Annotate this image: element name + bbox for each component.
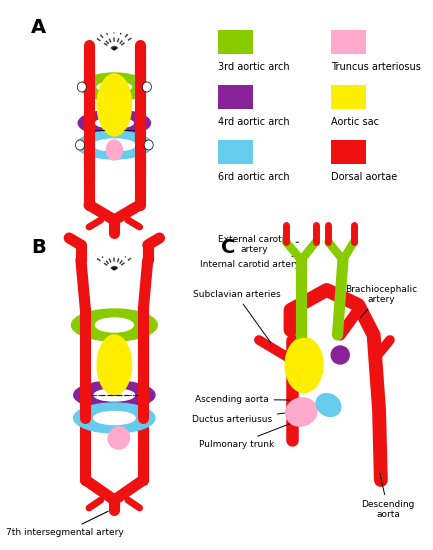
Text: Aortic sac: Aortic sac <box>331 117 379 127</box>
Circle shape <box>78 82 86 92</box>
FancyBboxPatch shape <box>218 140 252 164</box>
Ellipse shape <box>81 73 148 101</box>
Ellipse shape <box>331 346 349 364</box>
Text: Truncus arteriosus: Truncus arteriosus <box>331 62 421 72</box>
Text: Subclavian arteries: Subclavian arteries <box>193 290 280 343</box>
Text: C: C <box>221 238 235 257</box>
Text: 6rd aortic arch: 6rd aortic arch <box>218 172 290 182</box>
Text: External carotid
artery: External carotid artery <box>218 235 299 255</box>
Text: Ductus arteriusus: Ductus arteriusus <box>192 408 324 424</box>
FancyBboxPatch shape <box>218 85 252 109</box>
Ellipse shape <box>95 118 133 128</box>
Ellipse shape <box>95 318 133 332</box>
FancyBboxPatch shape <box>331 140 365 164</box>
Ellipse shape <box>76 131 152 159</box>
FancyBboxPatch shape <box>331 30 365 54</box>
Text: Internal carotid artery: Internal carotid artery <box>200 256 300 269</box>
Ellipse shape <box>286 338 322 392</box>
Text: Descending
aorta: Descending aorta <box>362 472 415 519</box>
Text: Ascending aorta: Ascending aorta <box>195 395 290 404</box>
Ellipse shape <box>285 338 323 393</box>
Circle shape <box>144 140 153 150</box>
Ellipse shape <box>98 336 131 394</box>
Circle shape <box>142 82 152 92</box>
Ellipse shape <box>94 411 135 425</box>
Ellipse shape <box>107 141 122 159</box>
Text: 4rd aortic arch: 4rd aortic arch <box>218 117 290 127</box>
Ellipse shape <box>94 139 135 151</box>
Text: 3rd aortic arch: 3rd aortic arch <box>218 62 290 72</box>
Ellipse shape <box>287 399 316 425</box>
Ellipse shape <box>108 427 129 449</box>
Text: B: B <box>31 238 46 257</box>
Ellipse shape <box>106 140 123 160</box>
Ellipse shape <box>98 75 131 135</box>
Ellipse shape <box>94 389 135 401</box>
Text: Brachiocephalic
artery: Brachiocephalic artery <box>345 285 417 318</box>
Ellipse shape <box>97 74 132 136</box>
Circle shape <box>75 140 84 150</box>
Text: Pulmonary trunk: Pulmonary trunk <box>199 421 297 449</box>
Ellipse shape <box>97 82 132 92</box>
Ellipse shape <box>316 394 341 416</box>
Ellipse shape <box>71 309 157 341</box>
Text: 7th intersegmental artery: 7th intersegmental artery <box>6 511 123 537</box>
Ellipse shape <box>78 110 151 136</box>
Ellipse shape <box>97 335 132 395</box>
Ellipse shape <box>286 398 317 426</box>
FancyBboxPatch shape <box>218 30 252 54</box>
Ellipse shape <box>74 403 155 433</box>
Ellipse shape <box>109 428 129 448</box>
FancyBboxPatch shape <box>331 85 365 109</box>
Ellipse shape <box>317 394 340 415</box>
Text: Dorsal aortae: Dorsal aortae <box>331 172 397 182</box>
Text: A: A <box>31 18 46 37</box>
Ellipse shape <box>74 381 155 409</box>
